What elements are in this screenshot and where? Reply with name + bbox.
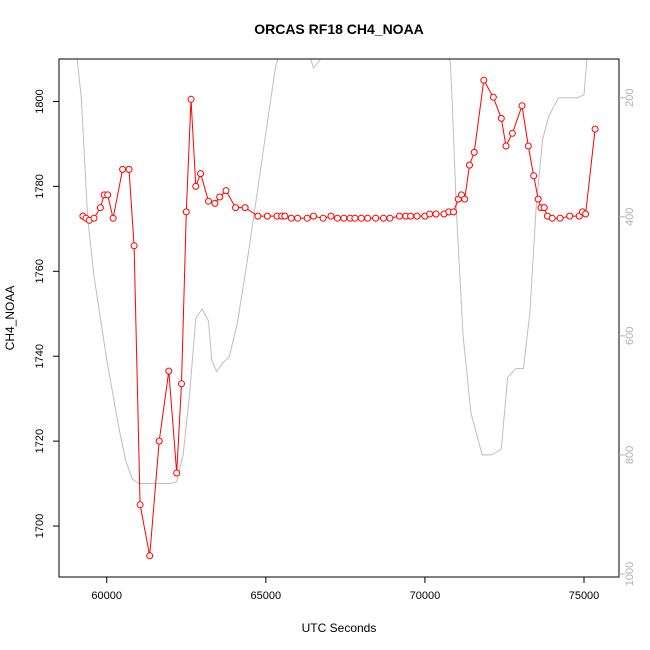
ch4-point [489,93,497,101]
ch4-point [130,242,138,250]
ch4-point [125,165,133,173]
x-tick-label: 75000 [569,590,600,602]
ch4-point [211,199,219,207]
x-tick-label: 70000 [410,590,441,602]
ch4-point [319,214,327,222]
ch4-point [216,193,224,201]
ch4-point [90,214,98,222]
ch4-point [470,148,478,156]
ch4-point [480,76,488,84]
ch4-point [241,204,249,212]
y-axis-label: CH4_NOAA [3,286,17,351]
ch4-line [82,78,596,556]
ch4-point [357,214,365,222]
ch4-point [263,212,271,220]
ch4-point [182,208,190,216]
ch4-point [534,195,542,203]
ch4-point [497,114,505,122]
y2-tick-label: 800 [624,446,636,464]
ch4-point [165,367,173,375]
plot-frame [58,58,620,578]
ch4-point [327,212,335,220]
ch4-point [591,125,599,133]
ch4-point [96,204,104,212]
y-tick-label: 1720 [34,429,46,453]
ch4-point [294,214,302,222]
ch4-point [396,212,403,220]
y-tick-label: 1700 [34,514,46,538]
ch4-point [205,197,212,205]
ch4-point [192,182,200,190]
ch4-point [178,380,185,388]
ch4-point [287,214,295,222]
ch4-point [173,469,181,477]
ch4-point [508,129,516,137]
ch4-point [548,214,556,222]
ch4-point [386,214,394,222]
ch4-point [333,214,341,222]
series-group [76,59,599,560]
ch4-point [340,214,348,222]
ch4-point [530,172,538,180]
ch4-point [372,214,380,222]
ch4-point [556,214,564,222]
ch4-point [119,165,127,173]
ch4-point [146,552,154,560]
ch4-point [364,214,372,222]
ch4-point [502,142,510,150]
ch4-point [582,210,590,218]
ch4-point [104,191,112,199]
x-tick-label: 60000 [91,590,122,602]
ch4-point [432,210,440,218]
y-tick-label: 1760 [34,259,46,283]
y-tick-label: 1780 [34,174,46,198]
y2-tick-label: 1000 [624,562,636,586]
ch4-point [222,187,230,195]
ch4-point [197,170,205,178]
ch4-point [254,212,262,220]
y-tick-label: 1740 [34,344,46,368]
ch4-point [187,95,195,103]
y2-tick-label: 400 [624,208,636,226]
ch4-point [407,212,415,220]
x-tick-label: 65000 [251,590,282,602]
ch4-point [136,501,144,509]
y2-tick-label: 200 [624,89,636,107]
altitude-line [76,59,588,484]
chart-title: ORCAS RF18 CH4_NOAA [254,21,424,37]
ch4-point [524,142,532,150]
ch4-point [466,161,473,169]
ch4-point [310,212,317,220]
y2-tick-label: 600 [624,327,636,345]
ch4-point [518,102,526,110]
ch4-point [351,214,359,222]
ch4-point [540,204,548,212]
ch4-point [109,214,117,222]
ch4-point [461,195,469,203]
ch4-point [303,214,311,222]
ch4-point [232,204,240,212]
ch4-point [413,212,421,220]
y-tick-label: 1800 [34,89,46,113]
x-axis-label: UTC Seconds [302,621,377,635]
ch4-point [155,437,163,445]
ch4-point [281,212,289,220]
ch4-point [380,214,387,222]
ch4-point [566,212,574,220]
ch4-point [426,210,434,218]
ch4-point [450,208,457,216]
plot-area: 60000 65000 70000 75000 1700 1720 1740 1760 1780… [34,58,636,602]
